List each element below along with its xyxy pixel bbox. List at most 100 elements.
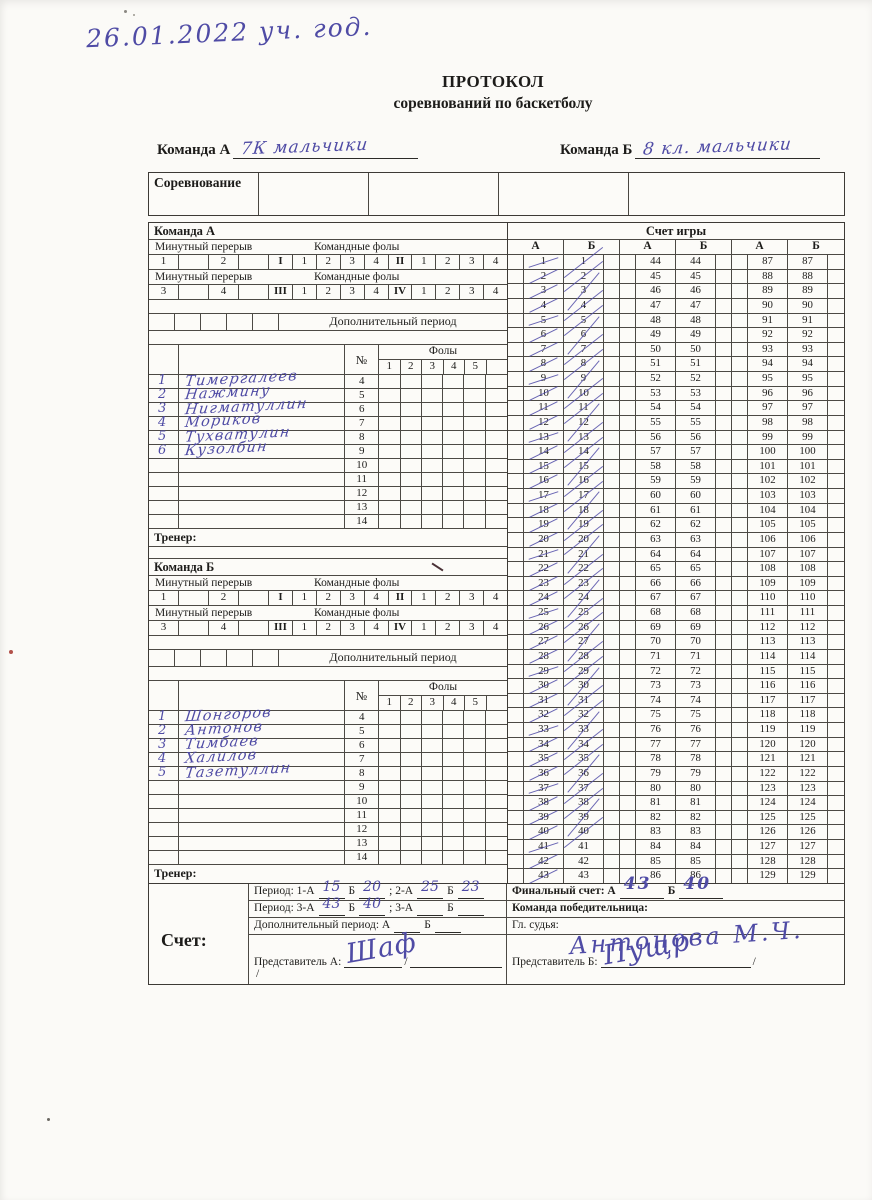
- score-pad-cell: [604, 810, 620, 825]
- score-pad-cell: [604, 693, 620, 708]
- score-pad-cell: [604, 503, 620, 518]
- representative-a-name-line: [409, 955, 502, 968]
- score-pad-cell: [508, 649, 524, 664]
- score-b-crossed: 8: [564, 357, 604, 371]
- score-pad-cell: [716, 532, 732, 547]
- player-number-cell: 8: [345, 767, 380, 780]
- foul-cell: [379, 767, 401, 780]
- score-b-crossed: 20: [564, 532, 604, 547]
- period-row-2: Период: 3-А 43 Б 40 ; 3-А Б: [249, 897, 506, 918]
- score-a: 47: [636, 298, 676, 313]
- grid-cell: 2: [209, 591, 239, 605]
- score-pad-cell: [508, 635, 524, 649]
- score-pad-cell: [604, 474, 620, 488]
- foul-cell: [464, 823, 486, 836]
- score-row: 30 30 73 73 116 116: [508, 679, 844, 694]
- score-a-crossed: 40: [524, 825, 564, 839]
- score-a-crossed: 36: [524, 766, 564, 781]
- score-b-crossed: 13: [564, 430, 604, 445]
- score-b: 126: [788, 825, 828, 839]
- score-pad-cell: [604, 781, 620, 796]
- foul-cell: [486, 459, 507, 472]
- score-b: 102: [788, 474, 828, 488]
- period-row-1: Период: 1-А 15 Б 20 ; 2-А 25 Б 23: [249, 880, 506, 901]
- scan-speck: [133, 14, 135, 16]
- score-b: 80: [676, 781, 716, 796]
- score-pad-cell: [716, 737, 732, 752]
- score-pad-cell: [508, 503, 524, 518]
- foul-cell: [443, 725, 465, 738]
- name-column-header: [179, 345, 345, 374]
- foul-cell: [443, 767, 465, 780]
- score-b-crossed: 6: [564, 328, 604, 342]
- minute-break-label: Минутный перерыв: [155, 241, 253, 253]
- score-a: 95: [748, 372, 788, 386]
- score-pad-cell: [604, 664, 620, 679]
- extra-period-cell: [227, 650, 253, 666]
- score-pad-cell: [620, 620, 636, 635]
- score-pad-cell: [508, 532, 524, 547]
- score-column-header: А: [732, 240, 788, 254]
- score-pad-cell: [732, 854, 748, 869]
- score-pad-cell: [604, 620, 620, 635]
- score-row: 24 24 67 67 110 110: [508, 591, 844, 606]
- player-number-cell: 7: [345, 753, 380, 766]
- player-name-cell: [179, 809, 346, 822]
- score-column-header: А: [508, 240, 564, 254]
- player-order-cell: [149, 823, 179, 836]
- foul-cell: [443, 823, 465, 836]
- grid-cell: 3: [341, 591, 365, 605]
- score-row: 3 3 46 46 89 89: [508, 284, 844, 299]
- score-pad-cell: [508, 489, 524, 503]
- score-pad-cell: [508, 781, 524, 796]
- player-number-cell: 12: [345, 487, 380, 500]
- foul-cell: [422, 459, 444, 472]
- score-pad-cell: [732, 693, 748, 708]
- score-b: 79: [676, 766, 716, 781]
- foul-cell: [464, 767, 486, 780]
- score-b: 113: [788, 635, 828, 649]
- score-a: 74: [636, 693, 676, 708]
- score-b: 48: [676, 313, 716, 328]
- score-row: 14 14 57 57 100 100: [508, 445, 844, 460]
- foul-cell: [379, 851, 401, 864]
- labels-row: Минутный перерыв Командные фолы: [149, 606, 507, 621]
- grid-cell: 4: [444, 696, 465, 710]
- score-b-crossed: 40: [564, 825, 604, 839]
- foul-cell: [443, 795, 465, 808]
- handwritten-order: 5: [158, 765, 167, 780]
- score-b: 124: [788, 796, 828, 810]
- score-row: 4 4 47 47 90 90: [508, 298, 844, 314]
- score-a: 66: [636, 576, 676, 591]
- score-pad-cell: [828, 416, 844, 430]
- score-b: 49: [676, 328, 716, 342]
- score-a: 55: [636, 415, 676, 430]
- team-a-underline: 7К мальчики: [233, 135, 419, 159]
- score-pad-cell: [716, 445, 732, 459]
- foul-cell: [401, 767, 422, 780]
- score-b: 128: [788, 854, 828, 869]
- final-score-b-handwritten: 40: [683, 874, 712, 894]
- score-pad-cell: [508, 723, 524, 737]
- player-number-cell: 10: [345, 459, 380, 472]
- score-a: 121: [748, 752, 788, 766]
- grid-cell: II: [389, 591, 413, 605]
- score-b: 83: [676, 825, 716, 839]
- score-pad-cell: [716, 664, 732, 679]
- score-pad-cell: [716, 518, 732, 532]
- foul-cell: [464, 781, 486, 794]
- score-pad-cell: [604, 342, 620, 357]
- score-pad-cell: [732, 445, 748, 459]
- score-a: 84: [636, 840, 676, 854]
- foul-cell: [443, 431, 465, 444]
- score-b-crossed: 34: [564, 737, 604, 752]
- foul-cell: [486, 851, 507, 864]
- score-a-crossed: 38: [524, 796, 564, 810]
- score-a-crossed: 3: [524, 284, 564, 298]
- grid-cell: 2: [436, 591, 461, 605]
- score-pad-cell: [604, 401, 620, 415]
- score-pad-cell: [716, 489, 732, 503]
- representative-b-row: Представитель Б: Пущр /: [507, 926, 844, 984]
- score-pad-cell: [716, 503, 732, 518]
- score-pad-cell: [828, 752, 844, 766]
